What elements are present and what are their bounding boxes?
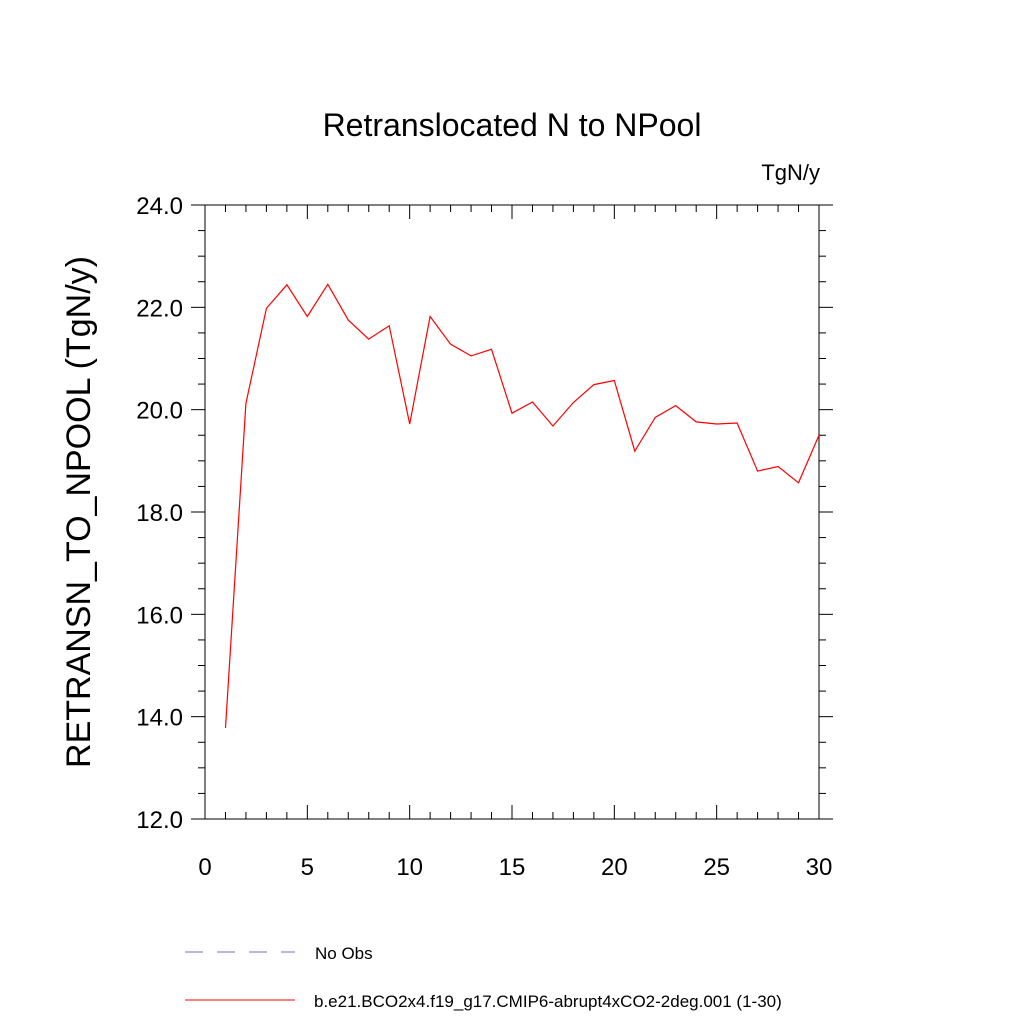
units-label: TgN/y (761, 160, 820, 185)
y-tick-label: 16.0 (136, 602, 183, 629)
y-tick-label: 22.0 (136, 295, 183, 322)
legend-label: b.e21.BCO2x4.f19_g17.CMIP6-abrupt4xCO2-2… (314, 992, 782, 1011)
x-tick-label: 10 (396, 854, 423, 881)
ticks: 0 5 10 15 20 25 30 12.0 14.0 16.0 18.0 20.0 22.0 24.0 (136, 193, 833, 881)
series-line (224, 283, 820, 728)
plot-frame (204, 204, 820, 820)
y-tick-label: 12.0 (136, 807, 183, 834)
series (224, 283, 820, 728)
y-tick-label: 24.0 (136, 193, 183, 220)
legend-label: No Obs (315, 944, 373, 963)
x-tick-label: 30 (806, 854, 833, 881)
x-tick-label: 25 (703, 854, 730, 881)
x-tick-label: 20 (601, 854, 628, 881)
y-tick-label: 20.0 (136, 398, 183, 425)
x-tick-label: 5 (301, 854, 314, 881)
y-tick-label: 18.0 (136, 500, 183, 527)
legend: No Obs b.e21.BCO2x4.f19_g17.CMIP6-abrupt4… (185, 944, 782, 1011)
x-tick-label: 0 (198, 854, 211, 881)
chart-title: Retranslocated N to NPool (323, 107, 702, 143)
y-axis-label: RETRANSN_TO_NPOOL (TgN/y) (60, 256, 98, 768)
x-tick-label: 15 (499, 854, 526, 881)
y-tick-label: 14.0 (136, 705, 183, 732)
